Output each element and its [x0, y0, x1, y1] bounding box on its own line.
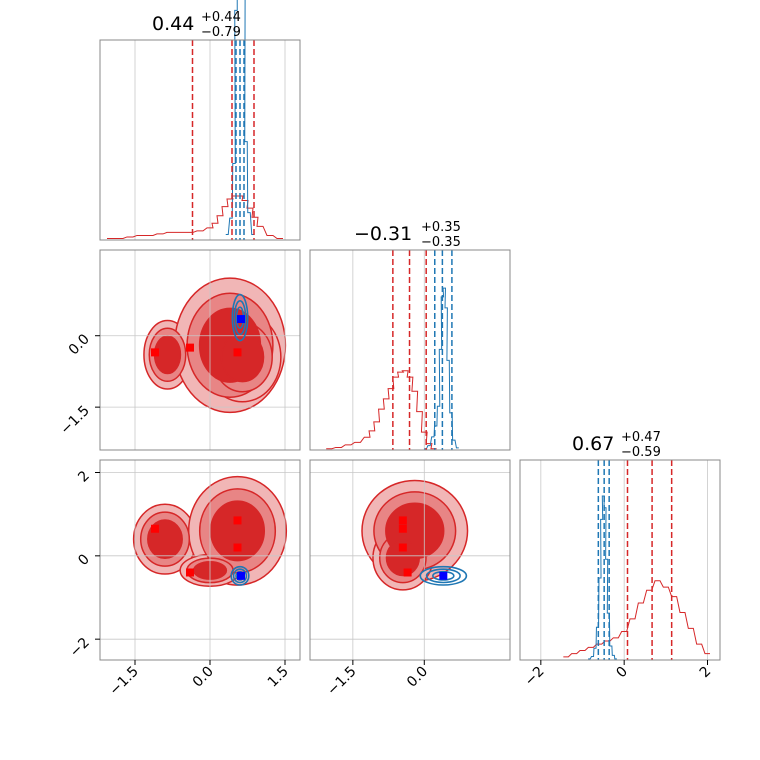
contour-blue-1-2-0	[432, 570, 455, 581]
tick-label-bottom-0-1: 0.0	[190, 664, 217, 691]
panel-frame-diag-1	[309, 249, 511, 451]
contour-blue-0-1-1	[233, 300, 247, 336]
marker-red-0-2-1	[186, 568, 194, 577]
tick-label-bottom-1-0: −1.5	[324, 664, 359, 699]
title-1-minus: −0.35	[421, 235, 461, 250]
marker-red-1-2-1	[398, 524, 407, 533]
density-red-level-2-blob-1-0-2	[209, 500, 266, 562]
panel-frame-diag-0	[99, 39, 301, 241]
marker-red-0-2-3	[233, 543, 242, 552]
contour-blue-0-2-1	[232, 568, 248, 584]
marker-red-0-1-1	[186, 343, 194, 352]
title-2-minus: −0.59	[621, 445, 661, 460]
grid-lines	[100, 40, 708, 660]
tick-label-bottom-0-0: −1.5	[106, 664, 141, 699]
tick-label-bottom-0-2: 1.5	[265, 664, 292, 691]
marker-red-0-1-0	[151, 348, 159, 357]
marker-red-1-2-0	[398, 516, 407, 525]
title-0-plus: +0.44	[201, 10, 241, 25]
density-red-0-2	[132, 475, 288, 587]
panel-frame-0-1	[99, 249, 301, 451]
marker-blue-1-2-0	[439, 571, 448, 580]
tick-label-left-1-0: −1.5	[57, 403, 92, 438]
marker-blue-0-2-0	[237, 571, 245, 580]
marker-red-0-2-2	[233, 516, 242, 525]
panel-frame-diag-2	[519, 459, 721, 661]
density-fills	[132, 277, 469, 591]
title-0-median: 0.44	[152, 13, 194, 35]
density-red-0-1	[143, 277, 287, 414]
contour-blue-1-2-2	[419, 565, 468, 586]
hist-red-2	[563, 580, 710, 658]
title-2-plus: +0.47	[621, 430, 661, 445]
title-param-2: 0.67 +0.47 −0.59	[572, 430, 661, 460]
title-1-plus: +0.35	[421, 220, 461, 235]
chart-marks	[107, 0, 710, 660]
marker-blue-0-1-0	[237, 315, 245, 324]
panel-frame-1-2	[309, 459, 511, 661]
tick-label-left-2-2: 2	[75, 468, 93, 486]
title-param-0: 0.44 +0.44 −0.79	[152, 10, 241, 40]
hist-blue-2	[588, 495, 617, 660]
marker-red-1-2-2	[398, 543, 407, 552]
hist-red-0	[107, 195, 283, 239]
tick-label-bottom-2-1: 0	[613, 664, 631, 682]
title-param-1: −0.31 +0.35 −0.35	[354, 220, 461, 250]
title-2-median: 0.67	[572, 433, 614, 455]
tick-label-bottom-2-2: 2	[697, 664, 715, 682]
panel-frames	[99, 39, 721, 661]
tick-label-left-1-1: 0.0	[66, 331, 93, 358]
hist-blue-1	[424, 287, 459, 450]
contour-blue-0-1-2	[231, 293, 249, 342]
marker-red-0-1-2	[233, 348, 242, 357]
panel-frame-0-2	[99, 459, 301, 661]
tick-label-left-2-1: 0	[75, 551, 93, 569]
density-red-level-2-blob-1-1-2	[385, 539, 421, 577]
tick-label-bottom-1-1: 0.0	[404, 664, 431, 691]
marker-red-1-2-3	[403, 568, 412, 577]
title-0-minus: −0.79	[201, 25, 241, 40]
contour-blue-0-2-2	[230, 565, 250, 586]
contour-blue-1-2-1	[425, 568, 461, 584]
hist-red-1	[326, 370, 437, 450]
title-1-median: −0.31	[354, 223, 412, 245]
hist-blue-0	[225, 0, 255, 236]
tick-label-left-2-0: −2	[67, 635, 93, 661]
tick-label-bottom-2-0: −2	[522, 664, 548, 690]
marker-red-0-2-0	[151, 524, 159, 533]
